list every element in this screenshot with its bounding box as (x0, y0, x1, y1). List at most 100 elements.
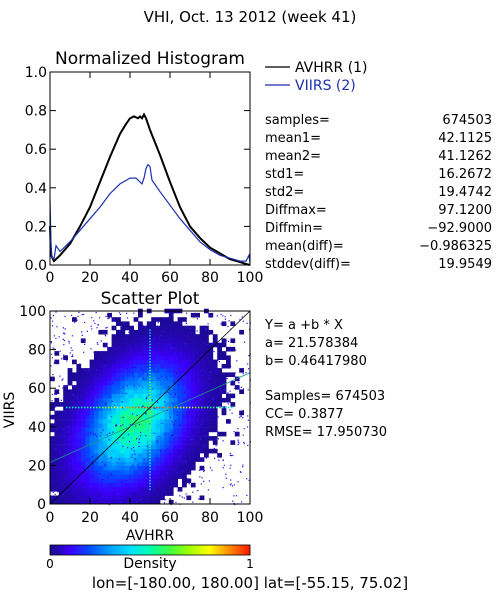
scatter-point (101, 461, 103, 463)
density-cell (107, 482, 112, 488)
density-cell (133, 351, 139, 356)
density-cell (94, 414, 99, 420)
density-cell (160, 440, 165, 445)
density-cell (116, 334, 121, 339)
density-cell (160, 478, 165, 484)
density-cell (190, 453, 196, 458)
density-cell (50, 444, 55, 450)
density-cell (138, 419, 143, 424)
colorbar-segment (126, 545, 129, 555)
scatter-point (52, 439, 54, 441)
density-cell (116, 402, 121, 407)
density-cell (72, 499, 77, 505)
scatter-point (208, 333, 210, 336)
density-cell (124, 380, 130, 386)
density-cell (177, 329, 183, 335)
density-cell (208, 363, 214, 369)
density-cell (111, 346, 117, 352)
scatter-point (203, 361, 205, 363)
scatter-point (53, 362, 55, 364)
density-cell (120, 478, 126, 484)
density-cell (190, 410, 196, 416)
density-cell (120, 342, 126, 348)
density-cell (72, 470, 77, 475)
colorbar-segment (58, 545, 61, 555)
colorbar-segment (198, 545, 201, 555)
density-cell (164, 436, 170, 441)
streak-cell-vertical (149, 338, 151, 340)
density-cell (72, 359, 77, 365)
density-cell (133, 457, 139, 462)
scatter-point (149, 423, 151, 425)
density-cell (116, 431, 121, 437)
scatter-point (126, 312, 128, 314)
density-cell (160, 338, 165, 343)
density-cell (168, 334, 174, 339)
density-cell (80, 487, 86, 492)
colorbar-segment (190, 545, 193, 555)
density-cell (146, 338, 152, 343)
density-cell (107, 491, 112, 496)
scatter-point (247, 415, 249, 417)
histogram-series-layer (49, 112, 251, 266)
density-cell (173, 478, 178, 484)
regression-b: b= 0.46417980 (265, 354, 367, 369)
density-cell (221, 397, 227, 403)
density-cell (94, 444, 99, 450)
streak-cell-vertical (149, 456, 151, 459)
density-cell (120, 346, 126, 352)
scatter-point (227, 403, 229, 405)
histogram-y-tick-label: 0.2 (25, 219, 47, 235)
density-cell (102, 487, 108, 492)
density-cell (142, 453, 148, 458)
density-cell (76, 436, 82, 441)
scatter-point (209, 375, 211, 377)
density-cell (164, 351, 170, 356)
density-cell (155, 406, 161, 411)
density-cell (164, 457, 170, 462)
scatter-point (242, 373, 244, 375)
density-cell (102, 423, 108, 428)
density-cell (151, 499, 156, 505)
density-cell (85, 440, 90, 445)
density-cell (133, 453, 139, 458)
density-cell (124, 461, 130, 467)
density-cell (204, 448, 209, 454)
density-cell (204, 406, 209, 411)
density-cell (124, 334, 130, 339)
density-cell (190, 397, 196, 403)
density-cell (98, 431, 104, 437)
scatter-point (127, 360, 129, 362)
density-cell (89, 436, 95, 441)
density-cell (217, 385, 222, 390)
density-cell (177, 457, 183, 462)
scatter-point (167, 448, 169, 450)
colorbar-segment (84, 545, 87, 555)
scatter-point (97, 343, 99, 345)
scatter-point (166, 369, 168, 371)
density-cell (155, 436, 161, 441)
density-cell (212, 334, 218, 339)
density-cell (204, 440, 209, 445)
scatter-point (220, 390, 222, 392)
density-cell (142, 359, 148, 365)
scatter-point (134, 500, 136, 502)
density-cell (107, 495, 112, 501)
density-cell (67, 389, 73, 394)
density-cell (107, 474, 112, 479)
streak-cell-vertical (149, 482, 151, 485)
histogram-y-tick-label: 1.0 (25, 65, 47, 81)
scatter-point (131, 456, 133, 458)
scatter-point (114, 319, 116, 321)
scatter-point (205, 457, 208, 459)
scatter-point (243, 441, 245, 443)
density-cell (116, 419, 121, 424)
density-cell (124, 431, 130, 437)
density-cell (50, 423, 55, 428)
scatter-point (153, 337, 155, 339)
density-cell (107, 351, 112, 356)
density-cell (199, 372, 205, 377)
scatter-point (154, 407, 156, 410)
density-cell (186, 461, 192, 467)
